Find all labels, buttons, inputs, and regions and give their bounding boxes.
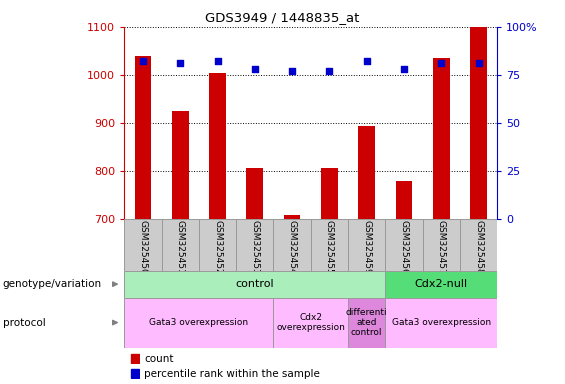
Bar [385, 219, 423, 271]
Bar [358, 126, 375, 219]
Text: GSM325458: GSM325458 [474, 220, 483, 275]
Bar [321, 167, 338, 219]
Bar [273, 219, 311, 271]
Bar [311, 219, 348, 271]
Text: Cdx2-null: Cdx2-null [415, 279, 468, 289]
Bar [172, 111, 189, 219]
Point [288, 68, 297, 74]
Bar [385, 271, 497, 298]
Point [325, 68, 334, 74]
Point [213, 58, 222, 65]
Bar [385, 298, 497, 348]
Bar [284, 215, 301, 219]
Text: genotype/variation: genotype/variation [3, 279, 102, 289]
Bar [273, 298, 348, 348]
Text: control: control [236, 279, 274, 289]
Text: percentile rank within the sample: percentile rank within the sample [144, 369, 320, 379]
Point [176, 60, 185, 66]
Point [250, 66, 259, 72]
Bar [460, 219, 497, 271]
Text: GSM325450: GSM325450 [138, 220, 147, 275]
Point [138, 58, 147, 65]
Bar [396, 182, 412, 219]
Text: GSM325454: GSM325454 [288, 220, 297, 275]
Point [362, 58, 371, 65]
Bar [124, 298, 273, 348]
Text: Gata3 overexpression: Gata3 overexpression [149, 318, 249, 327]
Point [474, 60, 483, 66]
Text: differenti
ated
control: differenti ated control [346, 308, 388, 338]
Text: protocol: protocol [3, 318, 46, 328]
Bar [433, 58, 450, 219]
Bar [199, 219, 236, 271]
Bar [124, 271, 385, 298]
Bar [124, 219, 162, 271]
Text: Cdx2
overexpression: Cdx2 overexpression [276, 313, 345, 332]
Bar [423, 219, 460, 271]
Text: GSM325453: GSM325453 [250, 220, 259, 275]
Text: Gata3 overexpression: Gata3 overexpression [392, 318, 491, 327]
Bar [209, 73, 226, 219]
Text: GSM325459: GSM325459 [362, 220, 371, 275]
Text: count: count [144, 354, 173, 364]
Point [437, 60, 446, 66]
Bar [348, 298, 385, 348]
Text: GDS3949 / 1448835_at: GDS3949 / 1448835_at [205, 12, 360, 25]
Bar [162, 219, 199, 271]
Bar [131, 369, 139, 378]
Bar [246, 169, 263, 219]
Bar [348, 219, 385, 271]
Bar [131, 354, 139, 362]
Text: GSM325452: GSM325452 [213, 220, 222, 275]
Bar [470, 27, 487, 219]
Point [399, 66, 408, 72]
Text: GSM325456: GSM325456 [399, 220, 408, 275]
Text: GSM325455: GSM325455 [325, 220, 334, 275]
Bar [236, 219, 273, 271]
Text: GSM325451: GSM325451 [176, 220, 185, 275]
Bar [134, 56, 151, 219]
Text: GSM325457: GSM325457 [437, 220, 446, 275]
